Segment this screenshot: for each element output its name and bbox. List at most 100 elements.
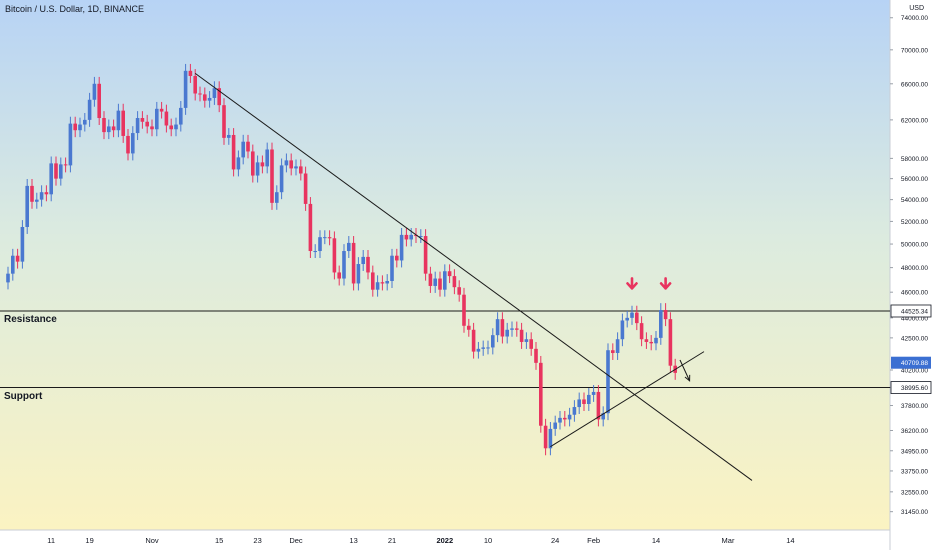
candle bbox=[159, 101, 164, 119]
candle bbox=[337, 265, 341, 286]
candle-body bbox=[87, 99, 92, 120]
candle bbox=[169, 118, 173, 137]
candle bbox=[294, 159, 298, 176]
candle-body bbox=[212, 88, 217, 98]
candle-body bbox=[548, 428, 553, 449]
candle bbox=[265, 142, 269, 174]
candle-body bbox=[63, 164, 68, 166]
y-tick-label: 42500.00 bbox=[901, 335, 928, 342]
x-tick-label: 15 bbox=[215, 536, 223, 545]
candle-body bbox=[150, 126, 154, 130]
x-tick-label: 11 bbox=[47, 536, 55, 545]
x-tick-label: 13 bbox=[349, 536, 357, 545]
currency-label: USD bbox=[909, 5, 924, 12]
x-tick-label: 19 bbox=[85, 536, 93, 545]
candle-body bbox=[630, 312, 634, 318]
candle bbox=[135, 111, 140, 141]
candle bbox=[313, 244, 317, 258]
candle-body bbox=[183, 70, 188, 108]
candle bbox=[654, 330, 658, 351]
candle bbox=[164, 104, 169, 133]
candle-body bbox=[121, 110, 125, 136]
candle bbox=[356, 257, 361, 291]
candle bbox=[270, 142, 274, 210]
candle bbox=[49, 156, 53, 202]
candle-body bbox=[236, 157, 241, 170]
candle-body bbox=[145, 121, 149, 127]
candle-body bbox=[577, 399, 581, 408]
candle-body bbox=[351, 242, 356, 284]
candle bbox=[606, 343, 610, 421]
candle-body bbox=[198, 93, 202, 95]
candle bbox=[558, 410, 562, 430]
candle-body bbox=[97, 83, 101, 119]
candle-body bbox=[303, 173, 308, 204]
candle bbox=[371, 265, 375, 297]
candle-body bbox=[659, 310, 663, 338]
candle-body bbox=[193, 75, 197, 94]
candle-body bbox=[275, 192, 279, 203]
candle-body bbox=[375, 282, 380, 290]
candle-body bbox=[174, 124, 178, 130]
candle bbox=[572, 400, 577, 422]
candle-body bbox=[539, 362, 543, 426]
y-tick-label: 66000.00 bbox=[901, 81, 928, 88]
candle bbox=[625, 310, 629, 328]
candle-body bbox=[140, 118, 145, 122]
candle-body bbox=[49, 163, 53, 195]
x-tick-label: 21 bbox=[388, 536, 396, 545]
candle bbox=[236, 150, 241, 177]
candle-body bbox=[313, 251, 317, 253]
candle-body bbox=[529, 339, 533, 349]
candle bbox=[529, 332, 533, 356]
candle bbox=[515, 321, 519, 337]
candle-body bbox=[111, 126, 116, 131]
candle bbox=[59, 157, 63, 186]
candle bbox=[419, 229, 423, 243]
candle bbox=[375, 275, 380, 297]
candle bbox=[241, 134, 245, 165]
candle bbox=[15, 248, 20, 269]
candle bbox=[318, 230, 322, 258]
candle-body bbox=[35, 199, 39, 202]
candle-body bbox=[318, 237, 322, 252]
candle bbox=[548, 422, 553, 456]
candle-body bbox=[366, 256, 370, 273]
candle-body bbox=[25, 185, 29, 227]
candle bbox=[222, 98, 226, 145]
candle-body bbox=[15, 255, 20, 262]
candle bbox=[563, 410, 567, 427]
candle-body bbox=[231, 134, 236, 170]
candle bbox=[299, 159, 303, 181]
candle bbox=[121, 103, 125, 143]
candle bbox=[347, 236, 351, 258]
candle bbox=[97, 76, 101, 125]
candle bbox=[39, 185, 44, 207]
candle bbox=[332, 231, 337, 280]
candle bbox=[491, 328, 495, 355]
candle-body bbox=[572, 407, 577, 415]
candle-body bbox=[462, 294, 466, 326]
candle-body bbox=[414, 234, 418, 237]
candle bbox=[467, 318, 471, 337]
candle-body bbox=[543, 425, 548, 449]
candle bbox=[510, 321, 514, 337]
candle bbox=[611, 343, 615, 360]
candle-body bbox=[255, 162, 260, 176]
candle bbox=[25, 179, 29, 234]
candle-body bbox=[553, 422, 557, 429]
candle-body bbox=[428, 273, 433, 286]
candle-body bbox=[404, 234, 409, 240]
candle bbox=[284, 153, 289, 173]
candle bbox=[231, 128, 236, 177]
candle bbox=[601, 406, 605, 427]
candle bbox=[534, 341, 538, 370]
candle-body bbox=[179, 107, 183, 125]
candle-body bbox=[433, 278, 437, 286]
candle-body bbox=[116, 110, 121, 131]
y-tick-label: 31450.00 bbox=[901, 509, 928, 516]
candle-body bbox=[524, 339, 529, 342]
candle bbox=[207, 91, 212, 108]
candle-body bbox=[385, 281, 389, 284]
support-label: Support bbox=[4, 390, 43, 402]
